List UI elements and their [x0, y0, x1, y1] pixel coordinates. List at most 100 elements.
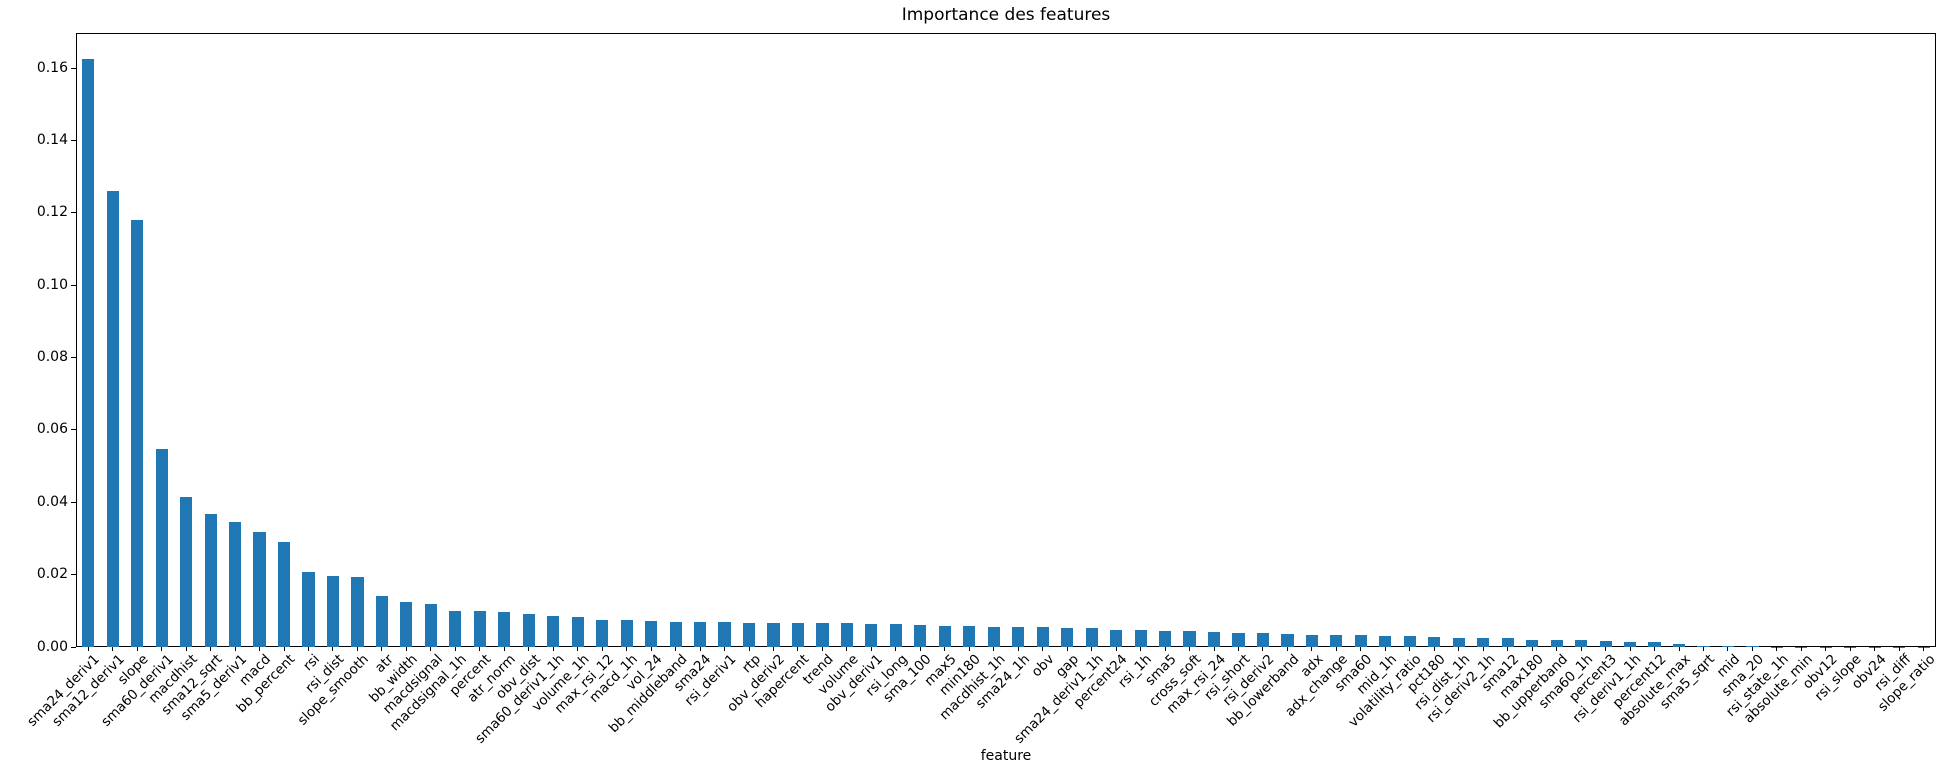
y-tick-label: 0.04: [36, 493, 68, 510]
y-tick-label: 0.10: [36, 276, 68, 293]
bar: [938, 625, 951, 647]
x-tick-mark: [626, 647, 628, 651]
x-tick-mark: [1458, 647, 1460, 651]
bar: [742, 622, 756, 647]
x-tick-mark: [454, 647, 456, 651]
bar: [1379, 635, 1392, 647]
x-tick-mark: [1433, 647, 1435, 651]
x-tick-mark: [1556, 647, 1558, 651]
bar: [1623, 641, 1637, 647]
bar: [1746, 646, 1759, 647]
bar: [1134, 630, 1147, 647]
x-tick-mark: [1800, 647, 1802, 651]
x-tick-mark: [1776, 647, 1778, 651]
y-tick-mark: [71, 284, 76, 286]
bar: [106, 191, 119, 647]
x-tick-mark: [1531, 647, 1533, 651]
bar: [816, 623, 829, 647]
x-tick-mark: [1213, 647, 1215, 651]
bar: [1036, 627, 1049, 647]
bar: [1354, 635, 1367, 647]
x-tick-mark: [1605, 647, 1607, 651]
bar: [1085, 628, 1098, 647]
x-tick-mark: [259, 647, 261, 651]
x-tick-mark: [1703, 647, 1704, 651]
x-tick-mark: [675, 647, 677, 651]
bar: [1281, 633, 1294, 647]
x-tick-mark: [283, 647, 285, 651]
bar: [620, 620, 633, 647]
x-tick-mark: [210, 647, 212, 651]
x-tick-mark: [332, 647, 334, 651]
bar: [1256, 633, 1270, 647]
x-tick-mark: [748, 647, 750, 651]
bar: [1428, 637, 1441, 647]
bar: [1207, 631, 1221, 647]
bar: [865, 623, 878, 647]
x-tick-mark: [919, 647, 921, 651]
bar: [351, 576, 364, 647]
y-tick-label: 0.02: [36, 566, 68, 583]
x-tick-mark: [1042, 647, 1044, 651]
bar: [1305, 634, 1318, 647]
bar: [1501, 638, 1514, 647]
bar: [1477, 637, 1490, 647]
bar: [1061, 627, 1074, 647]
x-tick-mark: [1311, 647, 1313, 651]
y-tick-mark: [71, 357, 76, 358]
x-tick-mark: [821, 647, 823, 651]
x-tick-mark: [1164, 647, 1166, 651]
y-tick-label: 0.00: [36, 638, 68, 655]
x-tick-mark: [1091, 647, 1093, 651]
y-tick-mark: [71, 646, 76, 648]
x-tick-mark: [1066, 647, 1068, 651]
x-tick-mark: [968, 647, 970, 651]
x-tick-mark: [870, 647, 872, 651]
bar: [1672, 644, 1686, 647]
y-tick-mark: [71, 212, 76, 214]
x-tick-mark: [895, 647, 897, 651]
bar: [889, 624, 902, 647]
x-tick-mark: [112, 647, 114, 651]
chart-title: Importance des features: [901, 5, 1111, 25]
x-tick-mark: [1898, 647, 1900, 651]
bar: [302, 572, 315, 647]
bar: [1158, 630, 1172, 647]
bar: [1648, 641, 1661, 647]
x-tick-mark: [356, 647, 358, 651]
bar: [204, 513, 217, 647]
bar: [1403, 636, 1416, 647]
x-tick-mark: [1580, 647, 1582, 651]
bar: [791, 623, 805, 647]
y-tick-mark: [71, 429, 76, 431]
x-tick-mark: [724, 647, 726, 651]
x-tick-mark: [1678, 647, 1680, 651]
x-tick-mark: [773, 647, 774, 651]
x-tick-mark: [1482, 647, 1484, 651]
y-tick-mark: [71, 574, 76, 576]
bar: [1697, 645, 1710, 647]
x-tick-mark: [1825, 647, 1827, 651]
bar: [669, 621, 682, 647]
x-tick-mark: [87, 647, 89, 651]
y-tick-mark: [71, 139, 76, 141]
bar: [1232, 632, 1245, 647]
bar: [1721, 646, 1735, 647]
bar: [131, 219, 144, 647]
x-tick-mark: [1923, 647, 1925, 651]
x-tick-mark: [846, 647, 848, 651]
bar: [498, 611, 511, 647]
y-tick-label: 0.06: [36, 421, 68, 438]
y-tick-label: 0.16: [36, 59, 68, 76]
x-tick-mark: [1115, 647, 1117, 651]
bar: [326, 576, 340, 647]
x-tick-mark: [234, 647, 236, 651]
x-tick-mark: [1140, 647, 1142, 651]
x-tick-mark: [1238, 647, 1239, 651]
x-tick-mark: [528, 647, 530, 651]
bar: [449, 610, 462, 647]
x-tick-mark: [1286, 647, 1288, 651]
x-tick-mark: [650, 647, 652, 651]
x-tick-mark: [1849, 647, 1851, 651]
